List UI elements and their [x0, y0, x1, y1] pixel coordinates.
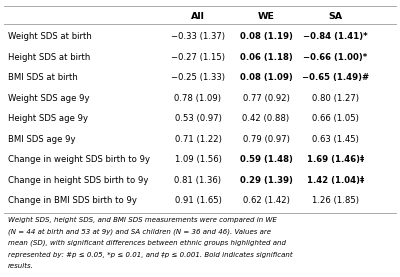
- Text: Weight SDS age 9y: Weight SDS age 9y: [8, 94, 90, 102]
- Text: −0.25 (1.33): −0.25 (1.33): [171, 73, 225, 82]
- Text: All: All: [191, 12, 205, 20]
- Text: 0.80 (1.27): 0.80 (1.27): [312, 94, 359, 102]
- Text: Height SDS age 9y: Height SDS age 9y: [8, 114, 88, 123]
- Text: represented by: #p ≤ 0.05, *p ≤ 0.01, and ‡p ≤ 0.001. Bold indicates significant: represented by: #p ≤ 0.05, *p ≤ 0.01, an…: [8, 252, 293, 258]
- Text: 0.71 (1.22): 0.71 (1.22): [174, 135, 222, 143]
- Text: Change in BMI SDS birth to 9y: Change in BMI SDS birth to 9y: [8, 196, 137, 205]
- Text: −0.66 (1.00)*: −0.66 (1.00)*: [303, 53, 367, 61]
- Text: 0.62 (1.42): 0.62 (1.42): [242, 196, 290, 205]
- Text: 0.08 (1.19): 0.08 (1.19): [240, 32, 292, 41]
- Text: (N = 44 at birth and 53 at 9y) and SA children (N = 36 and 46). Values are: (N = 44 at birth and 53 at 9y) and SA ch…: [8, 228, 271, 235]
- Text: results.: results.: [8, 263, 34, 269]
- Text: Weight SDS at birth: Weight SDS at birth: [8, 32, 92, 41]
- Text: Change in height SDS birth to 9y: Change in height SDS birth to 9y: [8, 176, 148, 184]
- Text: 0.81 (1.36): 0.81 (1.36): [174, 176, 222, 184]
- Text: −0.65 (1.49)#: −0.65 (1.49)#: [302, 73, 369, 82]
- Text: WE: WE: [258, 12, 274, 20]
- Text: SA: SA: [328, 12, 342, 20]
- Text: 0.79 (0.97): 0.79 (0.97): [242, 135, 290, 143]
- Text: BMI SDS at birth: BMI SDS at birth: [8, 73, 78, 82]
- Text: 1.26 (1.85): 1.26 (1.85): [312, 196, 359, 205]
- Text: −0.27 (1.15): −0.27 (1.15): [171, 53, 225, 61]
- Text: 0.06 (1.18): 0.06 (1.18): [240, 53, 292, 61]
- Text: 0.08 (1.09): 0.08 (1.09): [240, 73, 292, 82]
- Text: Change in weight SDS birth to 9y: Change in weight SDS birth to 9y: [8, 155, 150, 164]
- Text: 1.42 (1.04)‡: 1.42 (1.04)‡: [306, 176, 364, 184]
- Text: 1.69 (1.46)‡: 1.69 (1.46)‡: [306, 155, 364, 164]
- Text: 0.59 (1.48): 0.59 (1.48): [240, 155, 292, 164]
- Text: Height SDS at birth: Height SDS at birth: [8, 53, 90, 61]
- Text: mean (SD), with significant differences between ethnic groups highlighted and: mean (SD), with significant differences …: [8, 240, 286, 247]
- Text: 0.63 (1.45): 0.63 (1.45): [312, 135, 359, 143]
- Text: −0.33 (1.37): −0.33 (1.37): [171, 32, 225, 41]
- Text: Weight SDS, height SDS, and BMI SDS measurements were compared in WE: Weight SDS, height SDS, and BMI SDS meas…: [8, 217, 277, 223]
- Text: 1.09 (1.56): 1.09 (1.56): [174, 155, 222, 164]
- Text: −0.84 (1.41)*: −0.84 (1.41)*: [303, 32, 368, 41]
- Text: 0.77 (0.92): 0.77 (0.92): [242, 94, 290, 102]
- Text: 0.53 (0.97): 0.53 (0.97): [174, 114, 222, 123]
- Text: 0.66 (1.05): 0.66 (1.05): [312, 114, 359, 123]
- Text: 0.42 (0.88): 0.42 (0.88): [242, 114, 290, 123]
- Text: 0.78 (1.09): 0.78 (1.09): [174, 94, 222, 102]
- Text: 0.29 (1.39): 0.29 (1.39): [240, 176, 292, 184]
- Text: BMI SDS age 9y: BMI SDS age 9y: [8, 135, 76, 143]
- Text: 0.91 (1.65): 0.91 (1.65): [174, 196, 222, 205]
